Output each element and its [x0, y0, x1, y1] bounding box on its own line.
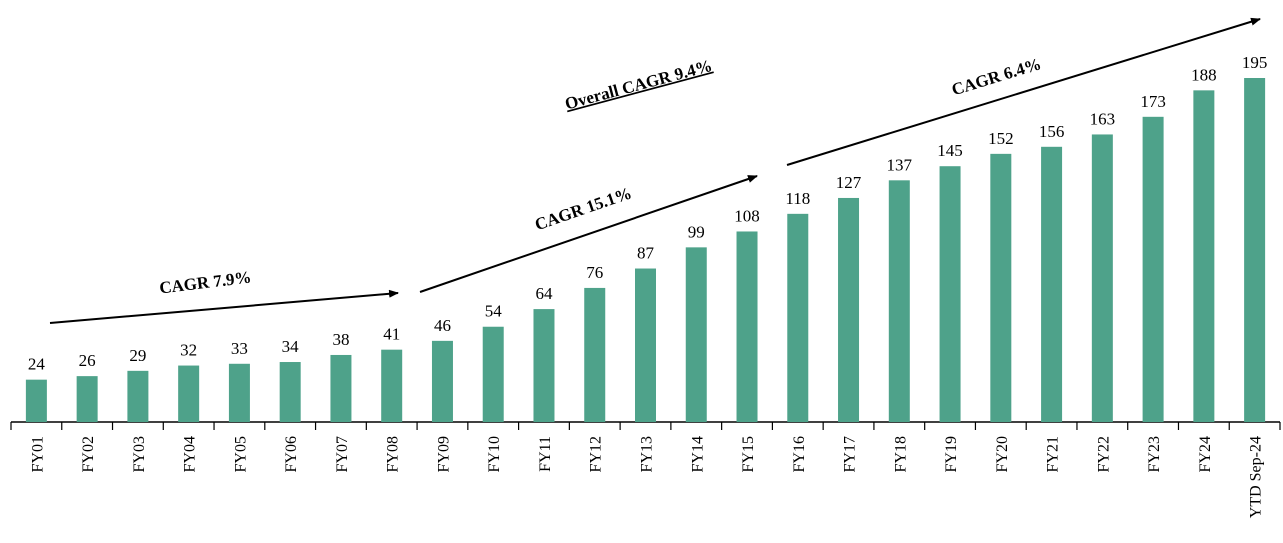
- bar: [1142, 116, 1164, 423]
- annotation: CAGR 7.9%: [158, 267, 252, 297]
- data-label: 41: [383, 325, 400, 344]
- bar: [838, 197, 860, 422]
- arrow: [419, 175, 758, 293]
- x-tick-label: FY05: [232, 436, 249, 472]
- bar: [381, 349, 403, 422]
- x-tick-label: FY15: [740, 436, 757, 472]
- data-label: 54: [485, 302, 503, 321]
- bar: [25, 379, 47, 422]
- bar: [1244, 78, 1266, 422]
- data-label: 38: [332, 330, 349, 349]
- x-tick-label: FY20: [994, 436, 1011, 472]
- annotation: CAGR 15.1%: [532, 183, 634, 234]
- data-label: 163: [1090, 109, 1116, 128]
- data-label: 118: [785, 189, 810, 208]
- bar: [939, 166, 961, 422]
- bar: [533, 309, 555, 422]
- data-label: 99: [688, 222, 705, 241]
- data-label: 26: [79, 351, 96, 370]
- data-label: 29: [129, 346, 146, 365]
- bar: [1193, 90, 1215, 422]
- data-label: 46: [434, 316, 451, 335]
- data-label: 145: [937, 141, 963, 160]
- x-tick-label: FY06: [283, 436, 300, 472]
- x-tick-label: FY24: [1197, 436, 1214, 472]
- bar: [990, 153, 1012, 422]
- x-tick-label: FY22: [1095, 436, 1112, 472]
- data-label: 87: [637, 244, 655, 263]
- x-tick-label: FY03: [131, 436, 148, 472]
- data-label: 34: [282, 337, 300, 356]
- x-tick-label: FY21: [1045, 436, 1062, 472]
- data-label: 137: [887, 155, 913, 174]
- data-label: 76: [586, 263, 603, 282]
- arrow: [786, 17, 1261, 166]
- data-label: 152: [988, 129, 1014, 148]
- x-tick-label: YTD Sep-24: [1248, 436, 1265, 518]
- data-label: 156: [1039, 122, 1065, 141]
- bar: [178, 365, 200, 422]
- bar: [482, 326, 504, 422]
- x-tick-label: FY10: [486, 436, 503, 472]
- data-label: 64: [535, 284, 553, 303]
- x-tick-label: FY08: [385, 436, 402, 472]
- bar: [228, 363, 250, 422]
- bar: [1091, 134, 1113, 422]
- x-tick-label: FY14: [689, 436, 706, 472]
- bar: [888, 180, 910, 422]
- x-tick-label: FY18: [892, 436, 909, 472]
- data-label: 32: [180, 341, 197, 360]
- bar: [1041, 146, 1063, 423]
- data-label: 173: [1140, 92, 1166, 111]
- arrow: [49, 289, 399, 324]
- x-tick-label: FY02: [80, 436, 97, 472]
- bar: [279, 362, 301, 422]
- data-label: 24: [28, 355, 46, 374]
- x-tick-label: FY09: [435, 436, 452, 472]
- data-label: 127: [836, 173, 862, 192]
- bar: [431, 340, 453, 422]
- x-tick-label: FY13: [639, 436, 656, 472]
- x-tick-label: FY11: [537, 436, 554, 472]
- annotation: Overall CAGR 9.4%: [563, 56, 714, 114]
- bar: [736, 231, 758, 422]
- x-tick-label: FY04: [182, 436, 199, 472]
- data-label: 188: [1191, 65, 1217, 84]
- x-tick-label: FY01: [29, 436, 46, 472]
- bar: [584, 287, 606, 422]
- x-tick-label: FY23: [1146, 436, 1163, 472]
- x-tick-label: FY16: [791, 436, 808, 472]
- x-tick-label: FY07: [334, 436, 351, 472]
- bar: [330, 354, 352, 422]
- data-label: 108: [734, 206, 760, 225]
- x-tick-label: FY17: [842, 436, 859, 472]
- bar: [635, 268, 656, 422]
- bar: [787, 213, 809, 422]
- bar: [76, 376, 98, 422]
- annotation: CAGR 6.4%: [949, 54, 1043, 99]
- data-label: 33: [231, 339, 248, 358]
- bar: [685, 247, 707, 422]
- x-tick-label: FY12: [588, 436, 605, 472]
- data-label: 195: [1242, 53, 1268, 72]
- x-tick-label: FY19: [943, 436, 960, 472]
- bar: [127, 370, 149, 422]
